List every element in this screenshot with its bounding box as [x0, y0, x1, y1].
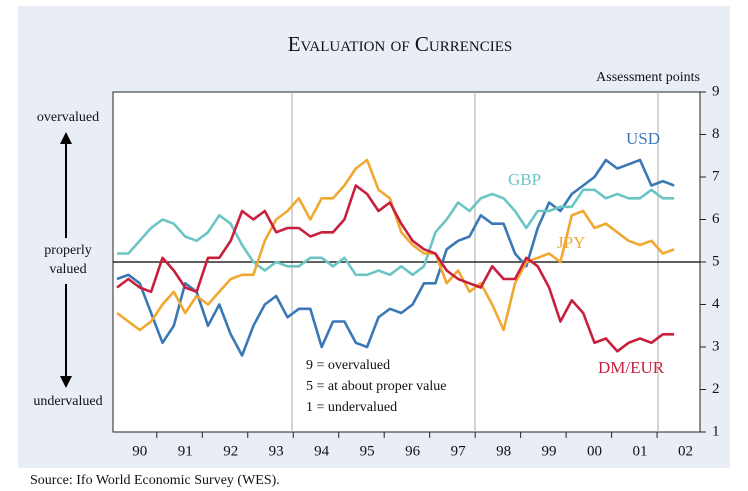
x-tick-label: 90: [132, 443, 147, 459]
annotation: valued: [49, 262, 86, 277]
y-tick-label: 9: [712, 83, 720, 99]
x-tick-label: 00: [587, 443, 602, 459]
x-tick-label: 95: [360, 443, 375, 459]
annotation: overvalued: [37, 110, 99, 125]
y-tick-label: 3: [712, 338, 720, 354]
x-tick-label: 92: [223, 443, 238, 459]
x-tick-label: 02: [678, 443, 693, 459]
x-tick-label: 91: [178, 443, 193, 459]
series-line: [116, 184, 675, 353]
chart-title: Evaluation of Currencies: [288, 32, 513, 56]
note: 9 = overvalued: [306, 358, 390, 373]
y-tick-label: 7: [712, 168, 720, 184]
series-label: GBP: [508, 170, 541, 189]
arrow-head: [60, 376, 72, 388]
series-label: USD: [626, 129, 660, 148]
y-tick-label: 2: [712, 381, 720, 397]
y-tick-label: 8: [712, 126, 720, 142]
y-tick-label: 1: [712, 423, 720, 439]
series-line: [117, 188, 675, 277]
note: 1 = undervalued: [306, 400, 397, 415]
axis-label: Assessment points: [596, 70, 700, 85]
x-tick-label: 93: [269, 443, 284, 459]
x-tick-label: 98: [496, 443, 511, 459]
x-tick-label: 99: [542, 443, 557, 459]
series-label: DM/EUR: [598, 358, 665, 377]
series-label: JPY: [557, 233, 585, 252]
y-tick-label: 5: [712, 253, 720, 269]
series-line: [116, 158, 675, 357]
x-tick-label: 97: [451, 443, 467, 459]
y-tick-label: 4: [712, 296, 720, 312]
source: Source: Ifo World Economic Survey (WES).: [30, 473, 280, 488]
annotation: undervalued: [33, 394, 102, 409]
x-tick-label: 01: [633, 443, 648, 459]
note: 5 = at about proper value: [306, 379, 446, 394]
x-tick-label: 96: [405, 443, 421, 459]
arrow-head: [60, 132, 72, 144]
x-tick-label: 94: [314, 443, 330, 459]
y-tick-label: 6: [712, 211, 720, 227]
annotation: properly: [44, 243, 91, 258]
